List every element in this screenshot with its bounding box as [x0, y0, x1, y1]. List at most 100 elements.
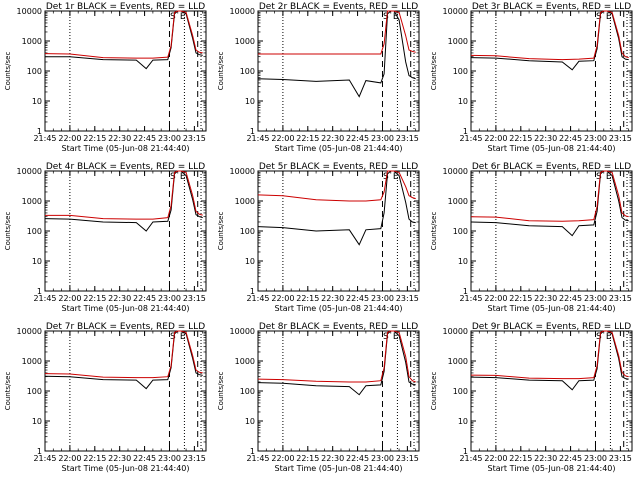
- x-tick-label: 22:15: [296, 134, 319, 143]
- detector-panel-9: Det 9r BLACK = Events, RED = LLD 1 10 100 10…: [430, 322, 633, 473]
- chart-title: Det 4r BLACK = Events, RED = LLD: [46, 162, 205, 172]
- event-marker-end: E: [393, 172, 399, 182]
- plot-frame: [470, 330, 633, 452]
- event-marker-start: S: [170, 172, 176, 182]
- lld-series-line: [257, 330, 416, 383]
- detector-panel-3: Det 3r BLACK = Events, RED = LLD 1 10 100 10…: [430, 2, 633, 153]
- x-tick-label: 22:45: [133, 454, 156, 463]
- x-axis-label: Start Time (05-Jun-08 21:44:40): [62, 144, 190, 153]
- y-tick-label: 1000: [22, 197, 42, 206]
- y-tick-label: 1: [37, 447, 42, 456]
- y-tick-label: 1: [37, 287, 42, 296]
- x-tick-label: 21:45: [33, 134, 56, 143]
- y-tick-label: 10: [458, 97, 468, 106]
- x-tick-label: 22:00: [484, 134, 507, 143]
- x-tick-label: 22:00: [484, 454, 507, 463]
- x-tick-label: 23:00: [158, 294, 181, 303]
- lld-series-line: [44, 10, 203, 59]
- x-tick-label: 22:00: [58, 454, 81, 463]
- detector-panel-6: Det 6r BLACK = Events, RED = LLD 1 10 100 10…: [430, 162, 633, 313]
- x-tick-label: 21:45: [459, 294, 482, 303]
- plot-frame: [470, 10, 633, 132]
- detector-panel-7: Det 7r BLACK = Events, RED = LLD 1 10 100 10…: [4, 322, 207, 473]
- lld-series-line: [257, 170, 416, 202]
- x-axis-label: Start Time (05-Jun-08 21:44:40): [488, 304, 616, 313]
- x-tick-label: 22:45: [133, 134, 156, 143]
- detector-panel-8: Det 8r BLACK = Events, RED = LLD 1 10 100 10…: [217, 322, 420, 473]
- y-tick-label: 1: [250, 287, 255, 296]
- y-tick-label: 1000: [448, 357, 468, 366]
- x-tick-label: 22:00: [271, 294, 294, 303]
- x-tick-label: 22:45: [346, 134, 369, 143]
- x-axis-label: Start Time (05-Jun-08 21:44:40): [275, 304, 403, 313]
- event-marker-end: E: [180, 12, 186, 22]
- x-tick-label: 23:15: [183, 134, 206, 143]
- x-tick-label: 22:45: [346, 294, 369, 303]
- chart-title: Det 8r BLACK = Events, RED = LLD: [259, 322, 418, 332]
- x-axis-label: Start Time (05-Jun-08 21:44:40): [275, 144, 403, 153]
- x-tick-label: 23:15: [396, 134, 419, 143]
- x-tick-label: 22:45: [346, 454, 369, 463]
- y-tick-label: 100: [240, 67, 255, 76]
- event-marker-start: S: [596, 12, 602, 22]
- x-tick-label: 22:15: [83, 134, 106, 143]
- y-tick-label: 1: [37, 127, 42, 136]
- y-tick-label: 10000: [443, 327, 468, 336]
- x-axis-label: Start Time (05-Jun-08 21:44:40): [488, 144, 616, 153]
- x-tick-label: 22:15: [509, 134, 532, 143]
- y-tick-label: 1000: [235, 37, 255, 46]
- y-tick-label: 1000: [235, 357, 255, 366]
- x-tick-label: 22:15: [509, 294, 532, 303]
- event-marker-start: S: [383, 172, 389, 182]
- event-marker-start: S: [596, 172, 602, 182]
- event-marker-start: S: [596, 332, 602, 342]
- y-tick-label: 1: [463, 287, 468, 296]
- x-tick-label: 22:00: [484, 294, 507, 303]
- x-axis-label: Start Time (05-Jun-08 21:44:40): [275, 464, 403, 473]
- y-tick-label: 10000: [230, 7, 255, 16]
- y-tick-label: 1: [250, 447, 255, 456]
- lld-series-line: [470, 330, 629, 380]
- x-tick-label: 22:30: [534, 454, 557, 463]
- event-marker-start: S: [170, 332, 176, 342]
- x-tick-label: 22:15: [296, 294, 319, 303]
- chart-title: Det 7r BLACK = Events, RED = LLD: [46, 322, 205, 332]
- x-tick-label: 22:15: [296, 454, 319, 463]
- lld-series-line: [258, 10, 416, 55]
- x-tick-label: 21:45: [246, 294, 269, 303]
- y-tick-label: 10: [245, 257, 255, 266]
- plot-frame: [470, 170, 633, 292]
- y-tick-label: 1000: [448, 37, 468, 46]
- x-tick-label: 23:15: [396, 454, 419, 463]
- chart-title: Det 2r BLACK = Events, RED = LLD: [259, 2, 418, 12]
- detector-panel-1: Det 1r BLACK = Events, RED = LLD 1 10 100 10…: [4, 2, 207, 153]
- x-tick-label: 23:00: [371, 294, 394, 303]
- x-tick-label: 23:15: [609, 294, 632, 303]
- events-series-line: [257, 10, 416, 98]
- y-axis-label: Counts/sec: [217, 212, 225, 251]
- y-tick-label: 100: [27, 227, 42, 236]
- plot-frame: [44, 330, 207, 452]
- x-axis-label: Start Time (05-Jun-08 21:44:40): [62, 304, 190, 313]
- y-axis-label: Counts/sec: [4, 212, 12, 251]
- x-tick-label: 23:15: [183, 294, 206, 303]
- x-axis-label: Start Time (05-Jun-08 21:44:40): [488, 464, 616, 473]
- x-tick-label: 22:15: [509, 454, 532, 463]
- x-tick-label: 21:45: [33, 294, 56, 303]
- x-tick-label: 23:00: [371, 454, 394, 463]
- y-axis-label: Counts/sec: [430, 212, 438, 251]
- event-marker-end: E: [606, 12, 612, 22]
- y-axis-label: Counts/sec: [430, 372, 438, 411]
- y-axis-label: Counts/sec: [4, 372, 12, 411]
- y-tick-label: 10000: [443, 167, 468, 176]
- x-tick-label: 22:00: [271, 454, 294, 463]
- lld-series-line: [45, 170, 203, 220]
- y-tick-label: 100: [27, 67, 42, 76]
- x-tick-label: 22:15: [83, 454, 106, 463]
- y-axis-label: Counts/sec: [217, 372, 225, 411]
- x-tick-label: 23:15: [183, 454, 206, 463]
- events-series-line: [257, 170, 416, 246]
- y-tick-label: 10: [245, 417, 255, 426]
- x-tick-label: 23:00: [371, 134, 394, 143]
- chart-title: Det 1r BLACK = Events, RED = LLD: [46, 2, 205, 12]
